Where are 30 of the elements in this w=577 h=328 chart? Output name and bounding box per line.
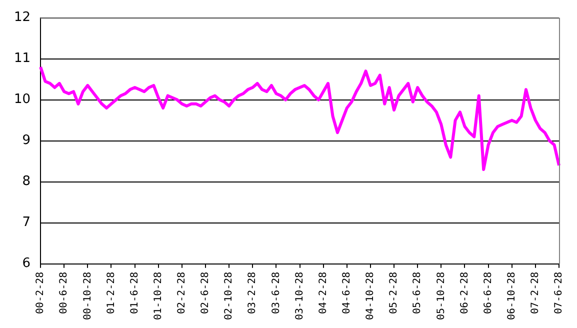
x-tick-label: 07-2-28 [530,272,542,314]
y-tick-label: 11 [14,51,31,66]
x-tick-label: 06-6-28 [482,272,494,314]
y-tick-label: 7 [22,215,31,230]
x-tick-label: 01-10-28 [152,272,164,320]
x-tick-label: 01-6-28 [129,272,140,314]
x-tick-label: 03-10-28 [294,272,306,320]
y-tick-label: 8 [22,174,31,190]
x-tick-label: 07-6-28 [554,272,565,314]
x-tick-label: 04-2-28 [318,272,329,314]
x-tick-label: 01-2-28 [106,272,117,314]
x-tick-label: 02-6-28 [200,272,212,314]
x-tick-label: 06-2-28 [459,272,470,314]
x-tick-label: 00-10-28 [82,272,94,320]
x-tick-label: 04-6-28 [341,272,352,314]
x-tick-label: 06-10-28 [506,272,518,320]
x-tick-label: 03-6-28 [270,272,282,314]
x-tick-label: 03-2-28 [247,272,258,314]
x-tick-label: 05-10-28 [436,272,447,320]
x-tick-label: 02-10-28 [224,272,235,320]
y-tick-label: 12 [14,10,31,26]
y-tick-label: 6 [22,256,31,272]
x-tick-label: 05-2-28 [388,272,400,314]
x-tick-label: 00-6-28 [58,272,70,314]
x-tick-label: 04-10-28 [365,272,376,320]
y-tick-label: 10 [14,92,31,108]
x-tick-label: 00-2-28 [35,272,46,314]
x-tick-label: 05-6-28 [412,272,424,314]
x-tick-label: 02-2-28 [176,272,188,314]
y-tick-label: 9 [22,133,31,148]
